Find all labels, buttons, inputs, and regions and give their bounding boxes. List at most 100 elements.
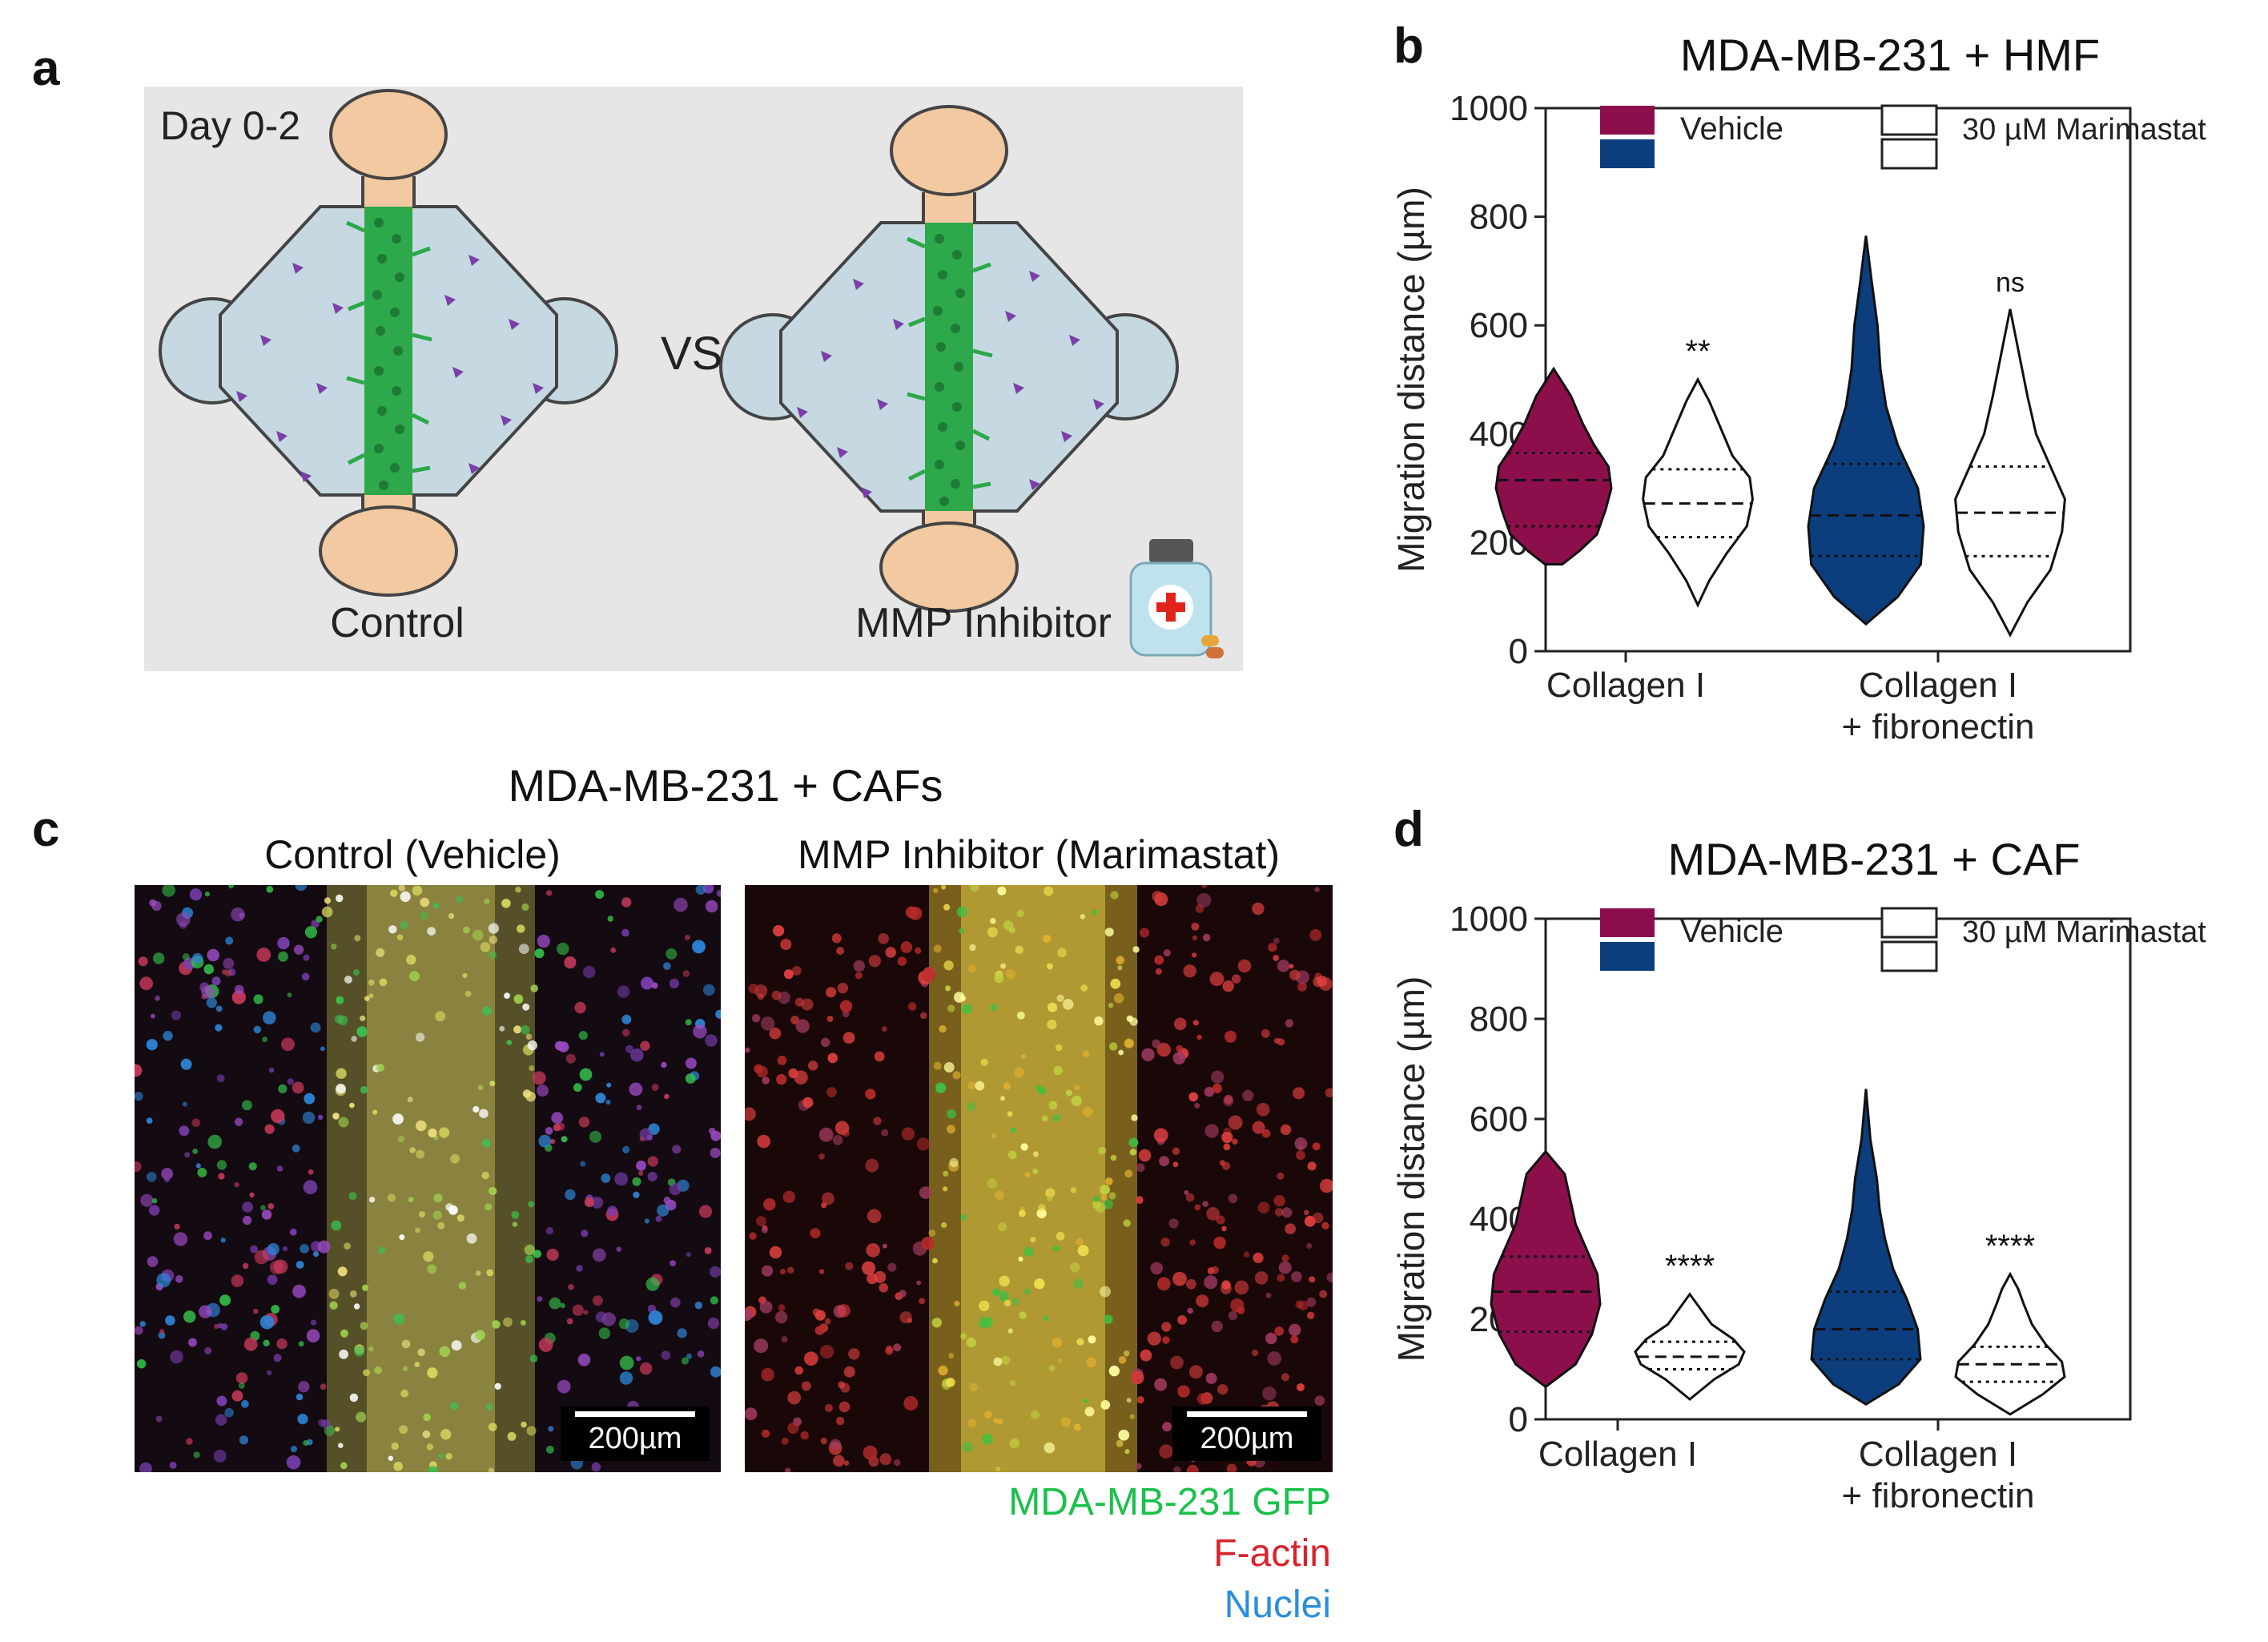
cell-dot — [682, 970, 690, 977]
cell-dot — [261, 1209, 272, 1220]
cell-dot — [808, 1060, 818, 1071]
cell-dot — [1265, 1292, 1272, 1298]
cell-dot — [943, 1186, 948, 1192]
cell-dot — [336, 1068, 347, 1079]
cell-dot — [693, 1024, 707, 1039]
cell-dot — [1170, 1355, 1184, 1370]
cell-dot — [1176, 1044, 1184, 1052]
cell-dot — [321, 906, 333, 918]
cell-dot — [577, 1354, 591, 1366]
cell-dot — [827, 1052, 838, 1064]
cell-dot — [545, 1227, 553, 1235]
cell-dot — [362, 1284, 369, 1291]
cell-dot — [217, 1322, 223, 1329]
cell-dot — [591, 1197, 603, 1209]
cell-dot — [278, 1084, 288, 1093]
cell-dot — [195, 1163, 201, 1169]
violin-vehicle-fibronectin — [1810, 1089, 1922, 1407]
cell-dot — [297, 1414, 308, 1425]
cell-dot — [1015, 945, 1023, 954]
chart-d: MDA-MB-231 + CAF02004006008001000Migrati… — [1390, 834, 2206, 1515]
cell-dot — [1254, 1271, 1269, 1285]
vs-label: VS — [661, 328, 723, 380]
cell-dot — [206, 997, 217, 1008]
cell-dot — [374, 1366, 382, 1374]
legend-drug-label: 30 µM Marimastat — [1962, 916, 2206, 949]
cell-dot — [1221, 1225, 1227, 1232]
cell-dot — [1277, 1172, 1285, 1180]
cell-dot — [993, 1357, 1003, 1366]
cell-dot — [1277, 1274, 1285, 1282]
cell-dot — [670, 1297, 681, 1308]
cell-dot — [360, 1015, 366, 1021]
cell-dot — [1044, 886, 1054, 896]
cell-dot — [794, 997, 804, 1007]
cell-dot — [204, 1346, 212, 1354]
cell-dot — [1226, 1463, 1237, 1472]
cell-dot — [1209, 972, 1224, 987]
cell-dot — [661, 1061, 667, 1069]
cell-dot — [1172, 1052, 1186, 1064]
cell-dot — [948, 1353, 955, 1359]
cell-dot — [762, 1265, 774, 1277]
cell-dot — [180, 1058, 192, 1070]
cell-dot — [1104, 1314, 1113, 1324]
cell-dot — [140, 1193, 154, 1207]
cell-dot — [630, 1048, 644, 1062]
cell-dot — [170, 1350, 183, 1364]
cell-dot — [266, 885, 274, 893]
cell-dot — [814, 1326, 825, 1335]
cell-dot — [1289, 1323, 1301, 1336]
cell-dot — [292, 1081, 304, 1094]
cell-dot — [301, 972, 310, 981]
cell-dot — [820, 1438, 827, 1445]
scale-bar-left: 200µm — [561, 1407, 710, 1461]
cell-dot — [479, 1109, 489, 1118]
cell-dot — [1185, 1278, 1196, 1290]
legend-swatch-drug-2 — [1880, 940, 1938, 972]
cell-dot — [213, 1449, 227, 1463]
cell-dot — [756, 1216, 766, 1226]
chart-title: MDA-MB-231 + HMF — [1680, 30, 2100, 80]
cell-dot — [489, 936, 498, 944]
cell-dot — [686, 1252, 691, 1258]
cell-dot — [853, 960, 865, 972]
cell-dot — [960, 1214, 967, 1221]
cell-dot — [1110, 891, 1119, 899]
cell-dot — [287, 992, 292, 998]
cell-dot — [1234, 1280, 1249, 1295]
cell-dot — [1108, 1003, 1114, 1008]
cell-dot — [1070, 1262, 1080, 1273]
cell-dot — [1030, 1410, 1040, 1419]
chip-diagram: Day 0-2 VS Control MMP Inhibitor — [144, 87, 1243, 671]
cell-dot — [354, 935, 361, 942]
cell-dot — [489, 1081, 496, 1087]
cell-dot — [865, 1089, 876, 1100]
legend-swatch-drug-1 — [1880, 907, 1938, 939]
significance-label: ** — [1685, 334, 1710, 369]
cell-dot — [878, 933, 889, 944]
cell-dot — [621, 1014, 632, 1024]
cell-dot — [287, 1078, 294, 1085]
cell-dot — [417, 1348, 425, 1357]
cell-dot — [158, 1331, 166, 1339]
cell-dot — [995, 1467, 1001, 1472]
cell-dot — [529, 1065, 535, 1072]
scale-bar-right: 200µm — [1172, 1407, 1321, 1461]
cell-dot — [664, 1093, 670, 1100]
cell-dot — [311, 1319, 317, 1326]
cell-dot — [400, 891, 411, 903]
cell-dot — [264, 1124, 275, 1134]
cell-dot — [393, 1461, 404, 1471]
cell-dot — [292, 1144, 300, 1153]
cell-dot — [1291, 1271, 1302, 1282]
cell-dot — [313, 1251, 319, 1258]
cell-dot — [1222, 980, 1234, 992]
cell-dot — [651, 982, 658, 989]
cell-dot — [146, 1172, 157, 1182]
cell-dot — [546, 890, 553, 896]
cell-dot — [215, 1414, 227, 1426]
cell-dot — [795, 1019, 810, 1033]
cell-dot — [268, 1067, 275, 1073]
cell-dot — [773, 925, 785, 937]
